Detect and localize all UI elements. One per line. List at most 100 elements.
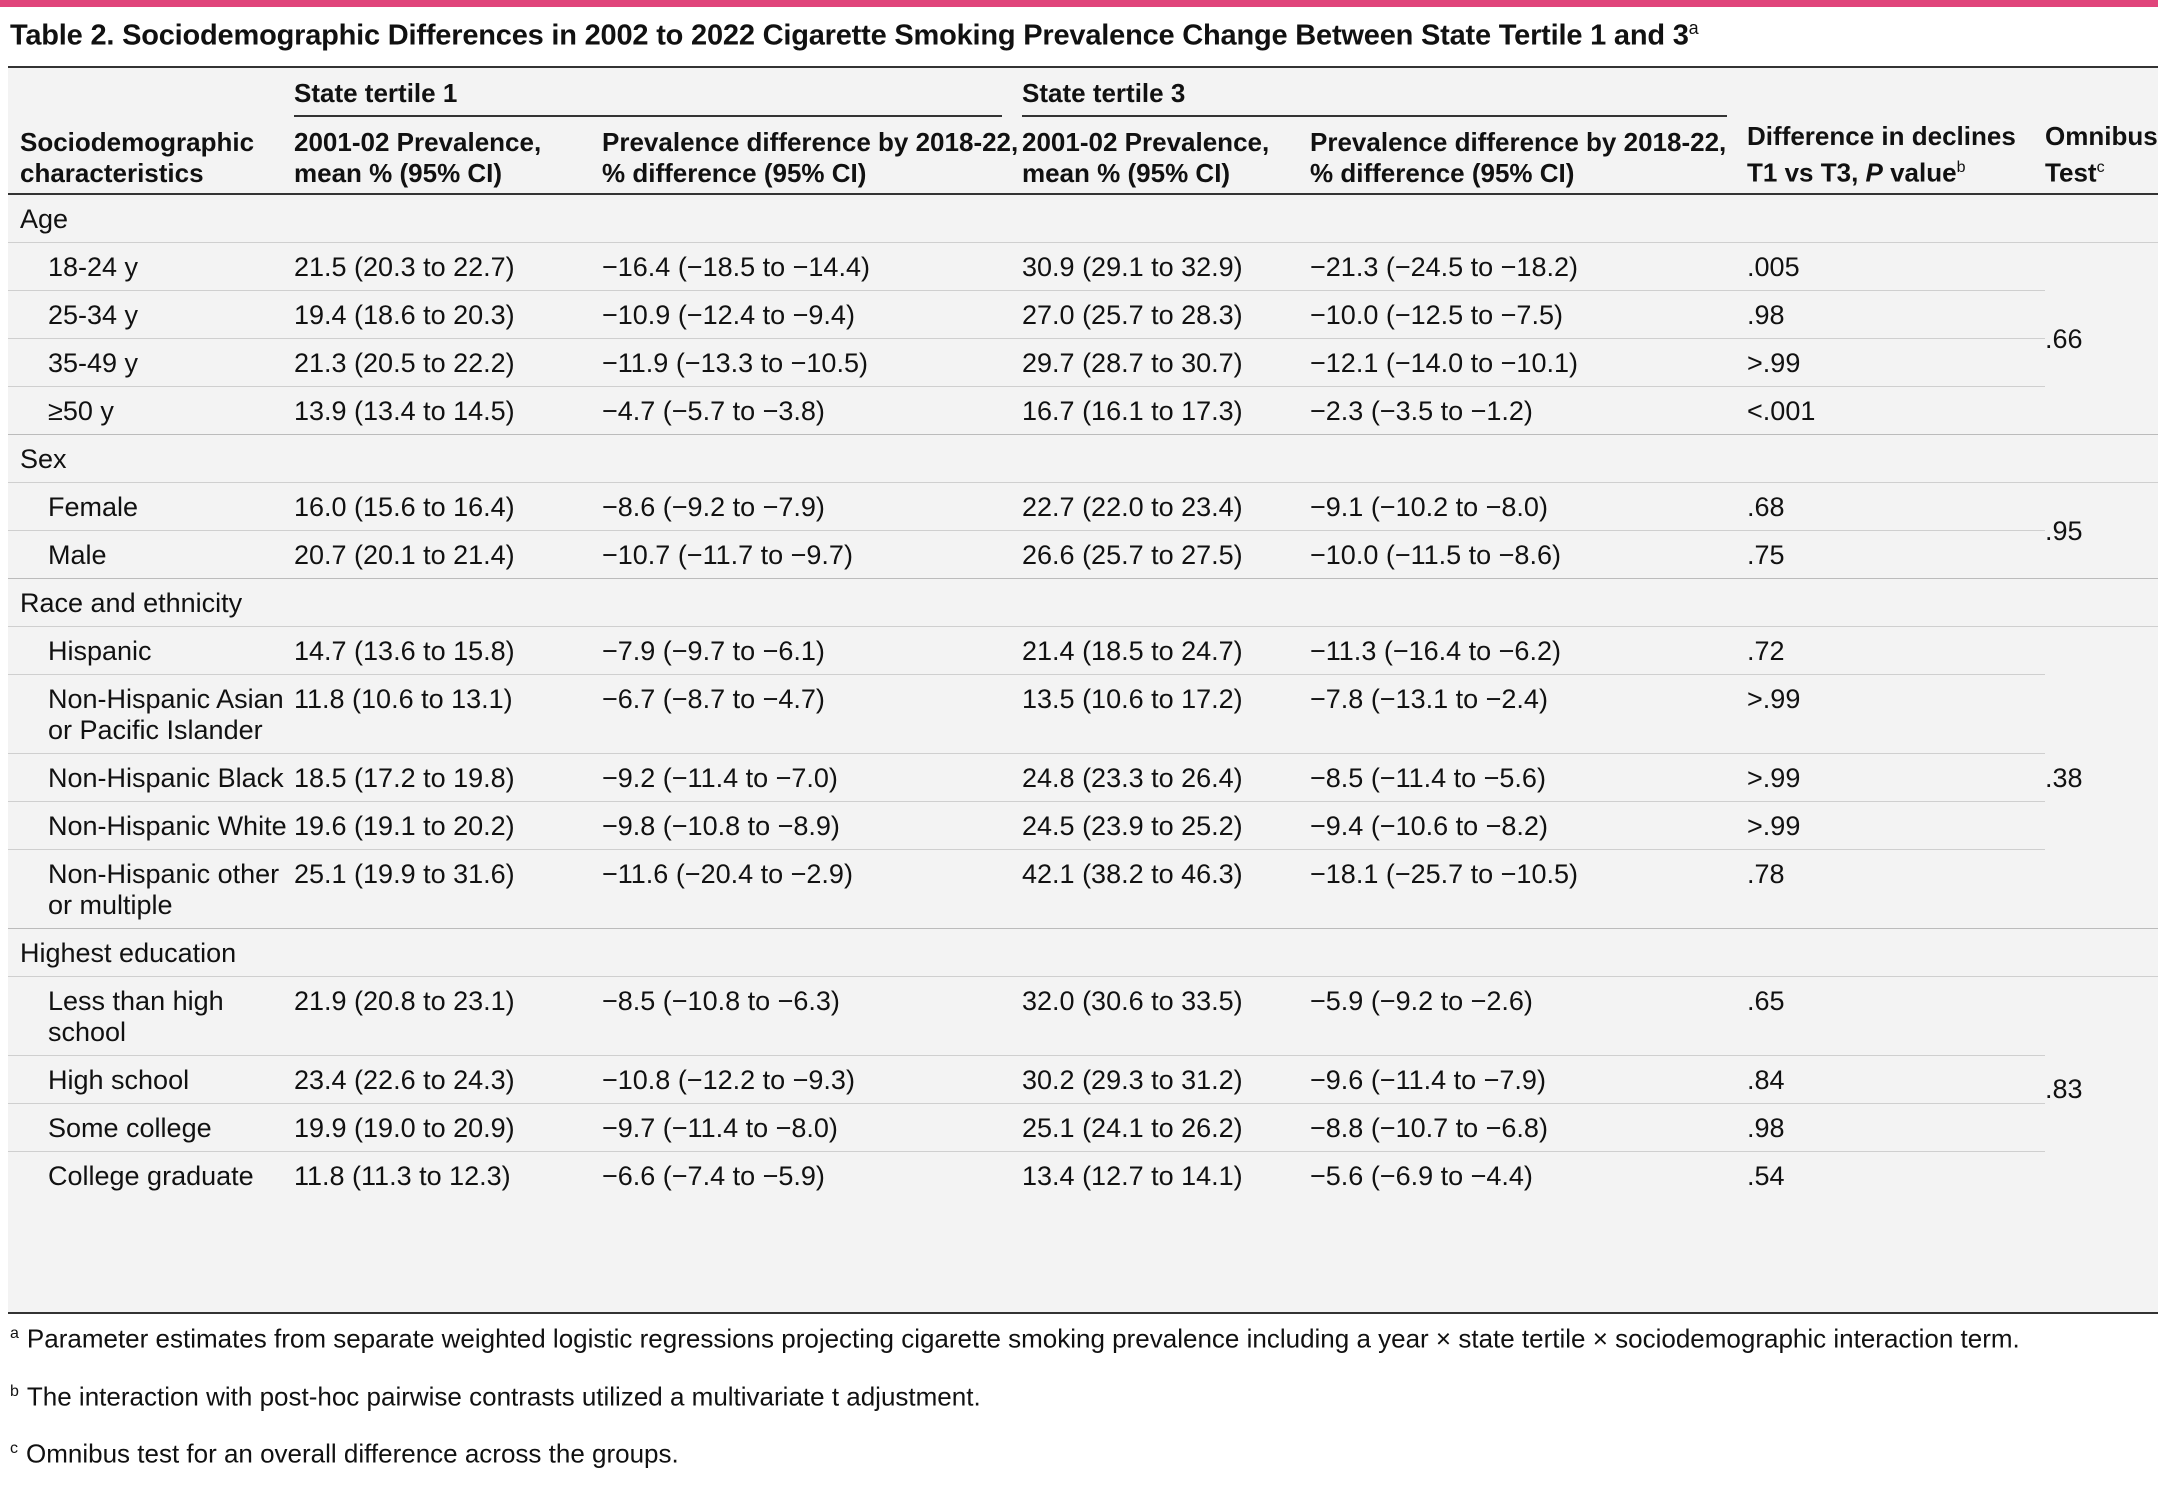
t3-prevalence-cell: 25.1 (24.1 to 26.2) [1022,1103,1311,1152]
table-row: Hispanic 14.7 (13.6 to 15.8) −7.9 (−9.7 to… [8,626,2158,929]
row-label: ≥50 y [8,386,294,435]
footnote: a Parameter estimates from separate weigh… [10,1318,2020,1355]
footnote: c Omnibus test for an overall difference … [10,1433,2020,1470]
t1-difference-cell: −10.8 (−12.2 to −9.3) [602,1055,1023,1104]
footnote: b The interaction with post-hoc pairwise … [10,1376,2020,1413]
t1-difference-cell: −10.9 (−12.4 to −9.4) [602,290,1023,339]
table-title: Table 2. Sociodemographic Differences in… [10,18,1699,52]
p-value-cell: .005 [1747,242,2046,291]
t1-difference-cell: −9.8 (−10.8 to −8.9) [602,801,1023,850]
t3-prevalence-cell: 30.9 (29.1 to 32.9) [1022,242,1311,291]
table-row: Female 16.0 (15.6 to 16.4) −8.6 (−9.2 to −… [8,482,2158,579]
footnote-mark: b [10,1382,19,1400]
header-state-tertile-3: State tertile 3 [1022,68,1747,123]
t3-prevalence-cell: 29.7 (28.7 to 30.7) [1022,338,1311,387]
row-label: Non-Hispanic other or multiple [8,849,294,929]
table-row: College graduate 11.8 (11.3 to 12.3) −6.6 … [8,1151,2158,1199]
t3-difference-cell: −8.8 (−10.7 to −6.8) [1310,1103,1748,1152]
table-row: Less than high school 21.9 (20.8 to 23.1)… [8,976,2158,1199]
t3-prevalence-cell: 21.4 (18.5 to 24.7) [1022,626,1311,675]
p-value-cell: .98 [1747,290,2046,339]
header-t3-difference: Prevalence difference by 2018-22, % diff… [1310,123,1748,195]
t3-difference-cell: −18.1 (−25.7 to −10.5) [1310,849,1748,929]
t3-difference-cell: −8.5 (−11.4 to −5.6) [1310,753,1748,802]
omnibus-value-cell: .38 [2045,626,2158,929]
t3-prevalence-cell: 32.0 (30.6 to 33.5) [1022,976,1311,1056]
p-value-cell: .75 [1747,530,2046,579]
t3-difference-cell: −2.3 (−3.5 to −1.2) [1310,386,1748,435]
row-label: 18-24 y [8,242,294,291]
t3-prevalence-cell: 24.8 (23.3 to 26.4) [1022,753,1311,802]
header-t3-prevalence: 2001-02 Prevalence, mean % (95% CI) [1022,123,1311,195]
t3-difference-cell: −21.3 (−24.5 to −18.2) [1310,242,1748,291]
t1-prevalence-cell: 14.7 (13.6 to 15.8) [294,626,602,675]
t1-difference-cell: −6.7 (−8.7 to −4.7) [602,674,1023,754]
p-value-cell: >.99 [1747,674,2046,754]
row-label: High school [8,1055,294,1104]
table-row: Non-Hispanic other or multiple 25.1 (19.9… [8,849,2158,929]
t3-prevalence-cell: 42.1 (38.2 to 46.3) [1022,849,1311,929]
t1-difference-cell: −9.2 (−11.4 to −7.0) [602,753,1023,802]
row-label: Hispanic [8,626,294,675]
t1-prevalence-cell: 19.6 (19.1 to 20.2) [294,801,602,850]
t3-prevalence-cell: 30.2 (29.3 to 31.2) [1022,1055,1311,1104]
t1-prevalence-cell: 13.9 (13.4 to 14.5) [294,386,602,435]
t1-prevalence-cell: 11.8 (10.6 to 13.1) [294,674,602,754]
p-value-cell: >.99 [1747,753,2046,802]
t1-prevalence-cell: 21.9 (20.8 to 23.1) [294,976,602,1056]
footnote-mark: a [10,1325,19,1342]
t3-prevalence-cell: 22.7 (22.0 to 23.4) [1022,482,1311,531]
table-row: 18-24 y 21.5 (20.3 to 22.7) −16.4 (−18.5 t… [8,242,2158,435]
omnibus-value-cell: .95 [2045,482,2158,579]
t1-prevalence-cell: 21.3 (20.5 to 22.2) [294,338,602,387]
category-label: Sex [8,434,2158,483]
table-row: Some college 19.9 (19.0 to 20.9) −9.7 (−11… [8,1103,2158,1152]
t1-prevalence-cell: 11.8 (11.3 to 12.3) [294,1151,602,1199]
t3-difference-cell: −5.6 (−6.9 to −4.4) [1310,1151,1748,1199]
table-row: 25-34 y 19.4 (18.6 to 20.3) −10.9 (−12.4 t… [8,290,2158,339]
t1-prevalence-cell: 19.9 (19.0 to 20.9) [294,1103,602,1152]
t1-prevalence-cell: 19.4 (18.6 to 20.3) [294,290,602,339]
t3-difference-cell: −7.8 (−13.1 to −2.4) [1310,674,1748,754]
category-label: Race and ethnicity [8,578,2158,627]
t3-difference-cell: −9.6 (−11.4 to −7.9) [1310,1055,1748,1104]
category-row: Highest education [8,928,2158,977]
t1-difference-cell: −11.6 (−20.4 to −2.9) [602,849,1023,929]
row-label: Less than high school [8,976,294,1056]
table-row: Non-Hispanic Asian or Pacific Islander 11… [8,674,2158,754]
t1-difference-cell: −16.4 (−18.5 to −14.4) [602,242,1023,291]
table-body: Age 18-24 y 21.5 (20.3 to 22.7) −16.4 (−18.… [8,194,2158,1199]
t1-prevalence-cell: 21.5 (20.3 to 22.7) [294,242,602,291]
footnote-text: The interaction with post-hoc pairwise c… [26,1381,981,1412]
t1-difference-cell: −4.7 (−5.7 to −3.8) [602,386,1023,435]
header-row-groups: Sociodemographic characteristics State t… [8,68,2158,195]
row-label: Male [8,530,294,579]
category-label: Highest education [8,928,2158,977]
table-row: ≥50 y 13.9 (13.4 to 14.5) −4.7 (−5.7 to −3… [8,386,2158,435]
omnibus-value-cell: .66 [2045,242,2158,435]
t3-difference-cell: −5.9 (−9.2 to −2.6) [1310,976,1748,1056]
t3-prevalence-cell: 13.4 (12.7 to 14.1) [1022,1151,1311,1199]
t1-difference-cell: −6.6 (−7.4 to −5.9) [602,1151,1023,1199]
row-label: Non-Hispanic Black [8,753,294,802]
t3-prevalence-cell: 27.0 (25.7 to 28.3) [1022,290,1311,339]
p-value-cell: .54 [1747,1151,2046,1199]
row-label: 35-49 y [8,338,294,387]
data-table-container: Sociodemographic characteristics State t… [8,66,2158,1314]
t1-difference-cell: −8.5 (−10.8 to −6.3) [602,976,1023,1056]
row-label: Non-Hispanic Asian or Pacific Islander [8,674,294,754]
category-row: Sex [8,434,2158,483]
p-value-cell: .98 [1747,1103,2046,1152]
accent-bar [0,0,2158,7]
footnote-mark: c [10,1440,18,1458]
row-label: Female [8,482,294,531]
table-row: Non-Hispanic Black 18.5 (17.2 to 19.8) −9.… [8,753,2158,802]
category-row: Race and ethnicity [8,578,2158,627]
header-row-columns: 2001-02 Prevalence, mean % (95% CI) Prev… [8,123,2158,195]
header-state-tertile-1: State tertile 1 [294,68,1022,123]
p-value-cell: .72 [1747,626,2046,675]
t3-prevalence-cell: 26.6 (25.7 to 27.5) [1022,530,1311,579]
t1-prevalence-cell: 25.1 (19.9 to 31.6) [294,849,602,929]
footnotes: a Parameter estimates from separate weigh… [10,1318,2020,1491]
category-label: Age [20,204,69,234]
